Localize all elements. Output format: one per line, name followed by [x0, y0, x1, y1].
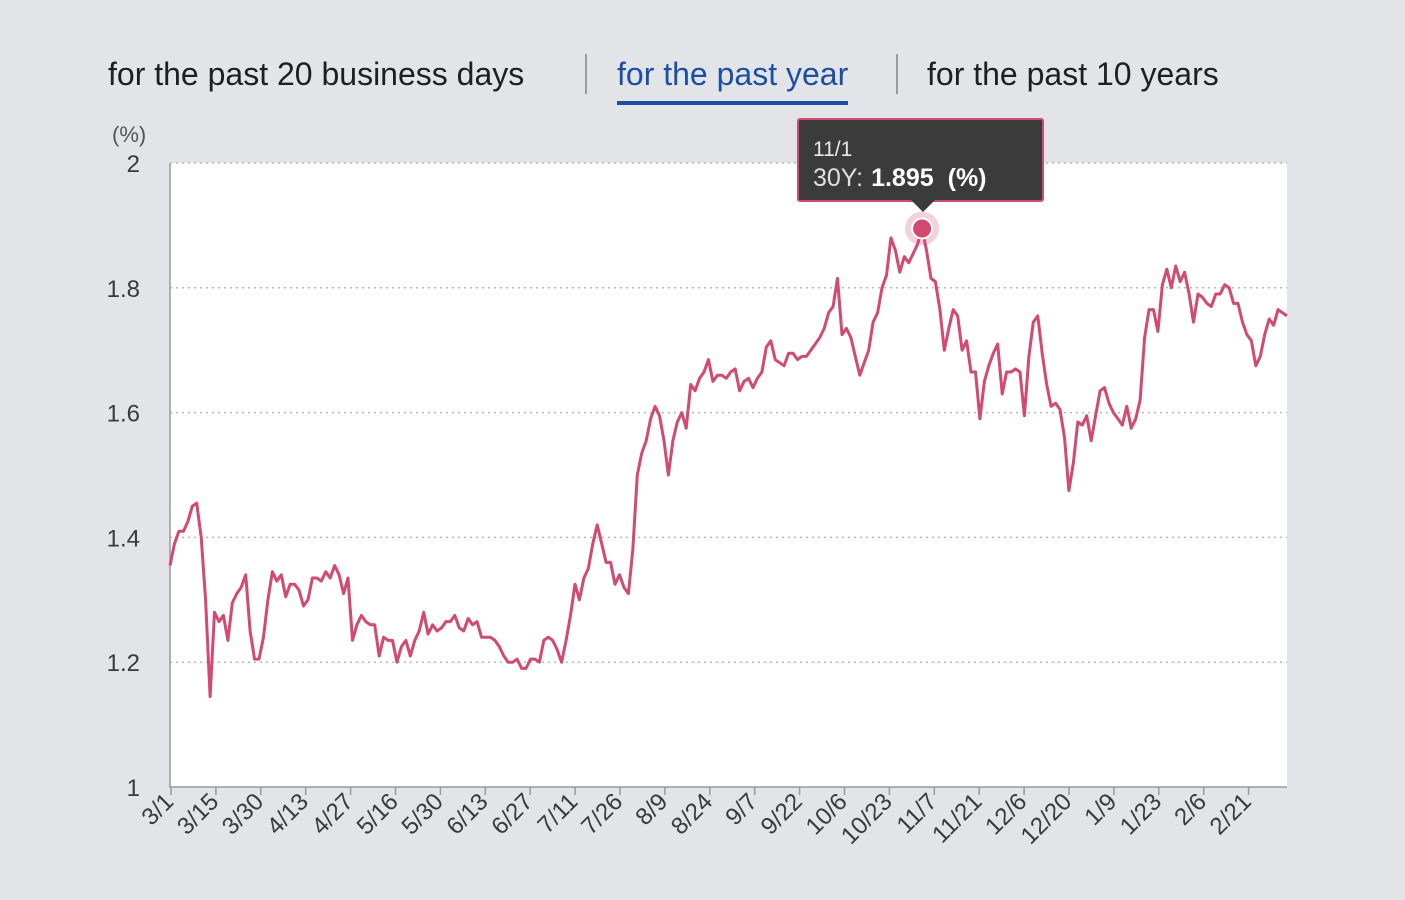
x-tick-label: 11/21 — [927, 788, 987, 848]
tooltip-value: 1.895 — [871, 164, 934, 192]
tab-past-year[interactable]: for the past year — [617, 56, 849, 105]
y-tick-label: 1.2 — [107, 650, 140, 677]
x-tick-label: 6/13 — [441, 788, 493, 840]
x-tick-label: 3/30 — [217, 788, 269, 840]
x-tick-label: 9/22 — [756, 788, 808, 840]
plot-area — [170, 163, 1287, 787]
x-tick-label: 5/30 — [397, 788, 449, 840]
x-tick-label: 12/20 — [1016, 788, 1078, 850]
y-tick-label: 1 — [127, 775, 140, 802]
tab-divider — [896, 54, 898, 94]
series-line-30y[interactable] — [168, 227, 1288, 698]
y-tick-label: 1.6 — [107, 401, 140, 428]
x-tick-label: 9/7 — [720, 788, 763, 831]
x-tick-label: 10/23 — [836, 788, 898, 850]
x-tick-label: 7/26 — [576, 788, 628, 840]
x-tick-label: 3/1 — [137, 788, 180, 831]
x-tick-label: 3/15 — [172, 788, 224, 840]
x-tick-label: 7/11 — [532, 788, 583, 839]
axis-lines — [169, 163, 1287, 788]
tab-past-10-years[interactable]: for the past 10 years — [927, 56, 1219, 92]
range-tabs: for the past 20 business days for the pa… — [0, 50, 1405, 110]
hover-point[interactable] — [911, 217, 934, 240]
x-tick-label: 1/23 — [1115, 788, 1167, 840]
x-tick-label: 8/24 — [666, 788, 718, 840]
x-tick-label: 2/6 — [1169, 788, 1212, 831]
x-tick-label: 4/27 — [307, 788, 359, 840]
y-unit-label: (%) — [112, 122, 146, 147]
tooltip-pointer — [911, 200, 935, 212]
x-tick-label: 5/16 — [352, 788, 404, 840]
x-tick-label: 6/27 — [486, 788, 538, 840]
x-tick-label: 4/13 — [262, 788, 314, 840]
y-tick-label: 1.4 — [107, 525, 140, 552]
tab-past-20-business-days[interactable]: for the past 20 business days — [108, 56, 525, 92]
y-tick-label: 2 — [127, 151, 140, 178]
tab-divider — [585, 54, 587, 94]
x-tick-label: 1/9 — [1079, 788, 1122, 831]
x-tick-label: 8/9 — [630, 788, 673, 831]
data-tooltip: 11/1 30Y: 1.895 (%) — [797, 118, 1044, 202]
tooltip-unit: (%) — [947, 164, 987, 192]
tooltip-series-name: 30Y: — [813, 164, 864, 192]
x-tick-label: 2/21 — [1205, 788, 1257, 840]
tooltip-date: 11/1 — [813, 138, 853, 161]
y-tick-label: 1.8 — [107, 276, 140, 303]
